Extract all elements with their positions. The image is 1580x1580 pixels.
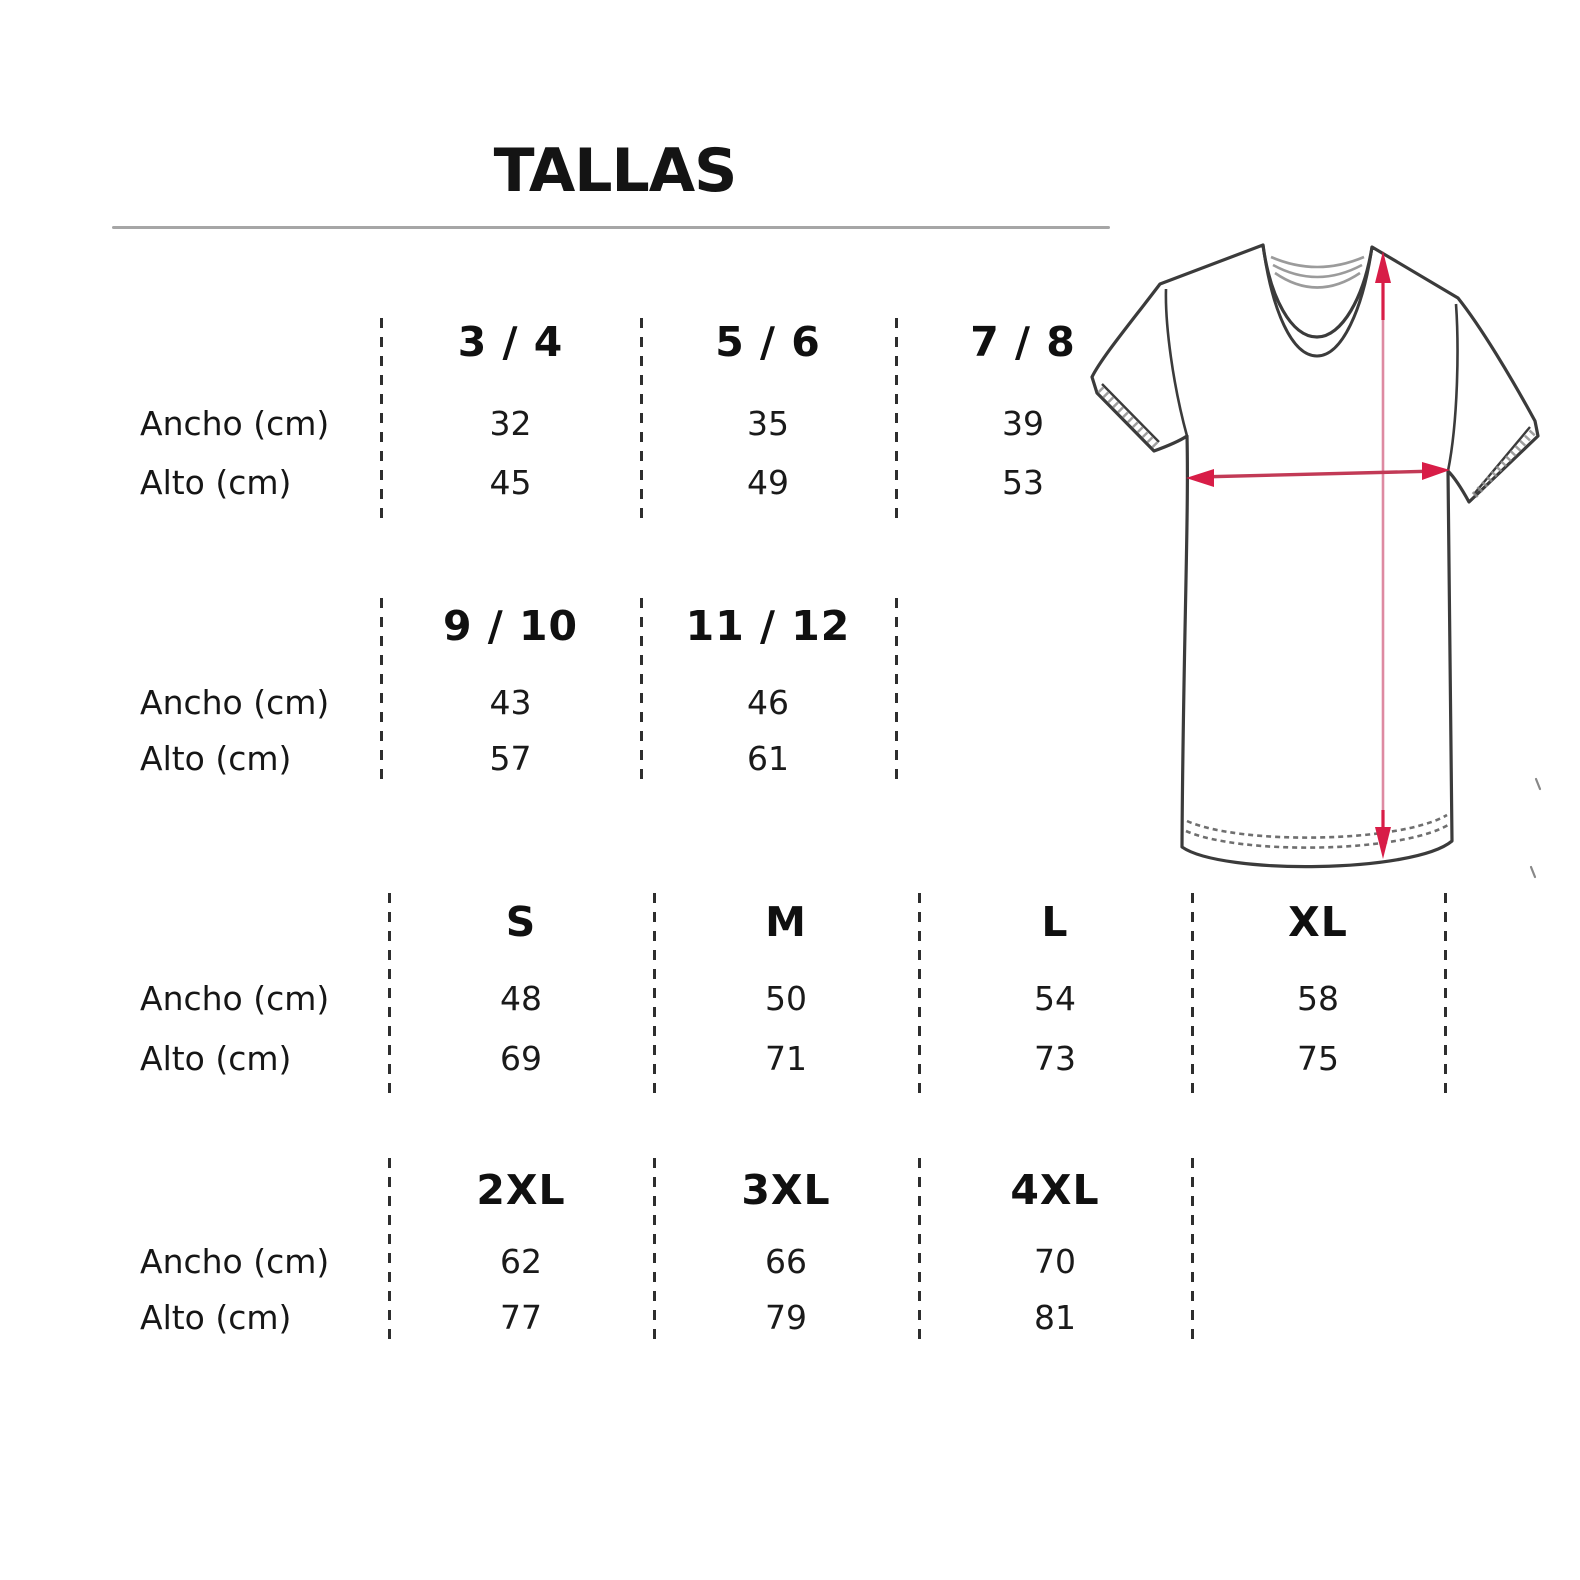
column-divider bbox=[918, 893, 921, 1096]
column-divider bbox=[918, 1158, 921, 1340]
collar-ribbing bbox=[1270, 255, 1365, 289]
alto-value: 57 bbox=[489, 739, 532, 778]
height-arrow bbox=[1375, 251, 1391, 859]
alto-value: 61 bbox=[747, 739, 789, 778]
size-column: XL 58 75 bbox=[1192, 890, 1444, 1140]
tshirt-outline bbox=[1090, 243, 1540, 869]
alto-value: 49 bbox=[747, 463, 789, 502]
row-label-alto: Alto (cm) bbox=[140, 1298, 292, 1337]
size-group-2: Ancho (cm) Alto (cm) 9 / 10 43 57 11 / 1… bbox=[0, 594, 1580, 844]
size-column: 9 / 10 43 57 bbox=[381, 594, 640, 844]
column-divider bbox=[388, 1158, 391, 1340]
column-divider bbox=[895, 318, 898, 520]
ancho-value: 70 bbox=[1034, 1242, 1076, 1281]
ancho-value: 46 bbox=[747, 683, 789, 722]
size-header: 9 / 10 bbox=[442, 602, 579, 650]
column-divider bbox=[1191, 893, 1194, 1096]
size-column: 5 / 6 35 49 bbox=[641, 310, 895, 560]
ancho-value: 62 bbox=[500, 1242, 542, 1281]
row-label-alto: Alto (cm) bbox=[140, 463, 292, 502]
ancho-value: 32 bbox=[489, 404, 532, 443]
size-column: 2XL 62 77 bbox=[389, 1158, 653, 1408]
size-header: 3 / 4 bbox=[457, 318, 564, 366]
alto-value: 77 bbox=[500, 1298, 542, 1337]
hem-stitching bbox=[1185, 813, 1449, 849]
size-header: 11 / 12 bbox=[685, 602, 851, 650]
column-divider bbox=[653, 893, 656, 1096]
ancho-value: 66 bbox=[765, 1242, 807, 1281]
row-label-ancho: Ancho (cm) bbox=[140, 404, 330, 443]
size-column: 4XL 70 81 bbox=[919, 1158, 1191, 1408]
size-header: 5 / 6 bbox=[715, 318, 821, 366]
size-header: L bbox=[1041, 898, 1069, 946]
row-label-ancho: Ancho (cm) bbox=[140, 1242, 330, 1281]
size-header: M bbox=[765, 898, 807, 946]
ancho-value: 54 bbox=[1034, 979, 1076, 1018]
column-divider bbox=[380, 598, 383, 781]
size-column: L 54 73 bbox=[919, 890, 1191, 1140]
size-header: 2XL bbox=[476, 1166, 566, 1214]
size-column: M 50 71 bbox=[654, 890, 918, 1140]
alto-value: 81 bbox=[1034, 1298, 1076, 1337]
size-header: 3XL bbox=[741, 1166, 831, 1214]
size-column: 3 / 4 32 45 bbox=[381, 310, 640, 560]
size-column: 11 / 12 46 61 bbox=[641, 594, 895, 844]
column-divider bbox=[653, 1158, 656, 1340]
column-divider bbox=[1444, 893, 1447, 1096]
alto-value: 45 bbox=[489, 463, 532, 502]
alto-value: 75 bbox=[1297, 1039, 1339, 1078]
column-divider bbox=[640, 318, 643, 520]
row-label-alto: Alto (cm) bbox=[140, 739, 292, 778]
width-arrow bbox=[1186, 462, 1450, 487]
column-divider bbox=[895, 598, 898, 781]
ancho-value: 58 bbox=[1297, 979, 1339, 1018]
size-group-1: Ancho (cm) Alto (cm) 3 / 4 32 45 5 / 6 3… bbox=[0, 310, 1580, 560]
tshirt-diagram bbox=[1090, 243, 1542, 879]
ancho-value: 35 bbox=[747, 404, 789, 443]
alto-value: 79 bbox=[765, 1298, 807, 1337]
size-column: 7 / 8 39 53 bbox=[896, 310, 1150, 560]
size-header: S bbox=[505, 898, 537, 946]
page-title: TALLAS bbox=[493, 136, 738, 206]
alto-value: 53 bbox=[1002, 463, 1044, 502]
size-header: XL bbox=[1288, 898, 1348, 946]
collar-band bbox=[1261, 244, 1374, 358]
sleeve-stitching bbox=[1097, 383, 1536, 501]
column-divider bbox=[388, 893, 391, 1096]
alto-value: 69 bbox=[500, 1039, 542, 1078]
ancho-value: 39 bbox=[1002, 404, 1044, 443]
ancho-value: 50 bbox=[765, 979, 807, 1018]
stray-marks bbox=[1529, 777, 1542, 879]
row-label-ancho: Ancho (cm) bbox=[140, 979, 330, 1018]
ancho-value: 48 bbox=[500, 979, 542, 1018]
size-header: 4XL bbox=[1010, 1166, 1100, 1214]
alto-value: 71 bbox=[765, 1039, 807, 1078]
column-divider bbox=[640, 598, 643, 781]
row-label-ancho: Ancho (cm) bbox=[140, 683, 330, 722]
ancho-value: 43 bbox=[489, 683, 532, 722]
title-divider bbox=[112, 226, 1110, 229]
size-column: S 48 69 bbox=[389, 890, 653, 1140]
row-label-alto: Alto (cm) bbox=[140, 1039, 292, 1078]
size-group-3: Ancho (cm) Alto (cm) S 48 69 M 50 71 L 5… bbox=[0, 890, 1580, 1140]
armhole-seams bbox=[1164, 288, 1459, 472]
size-header: 7 / 8 bbox=[970, 318, 1076, 366]
column-divider bbox=[1191, 1158, 1194, 1340]
size-group-4: Ancho (cm) Alto (cm) 2XL 62 77 3XL 66 79… bbox=[0, 1158, 1580, 1408]
column-divider bbox=[380, 318, 383, 520]
size-column: 3XL 66 79 bbox=[654, 1158, 918, 1408]
alto-value: 73 bbox=[1034, 1039, 1076, 1078]
